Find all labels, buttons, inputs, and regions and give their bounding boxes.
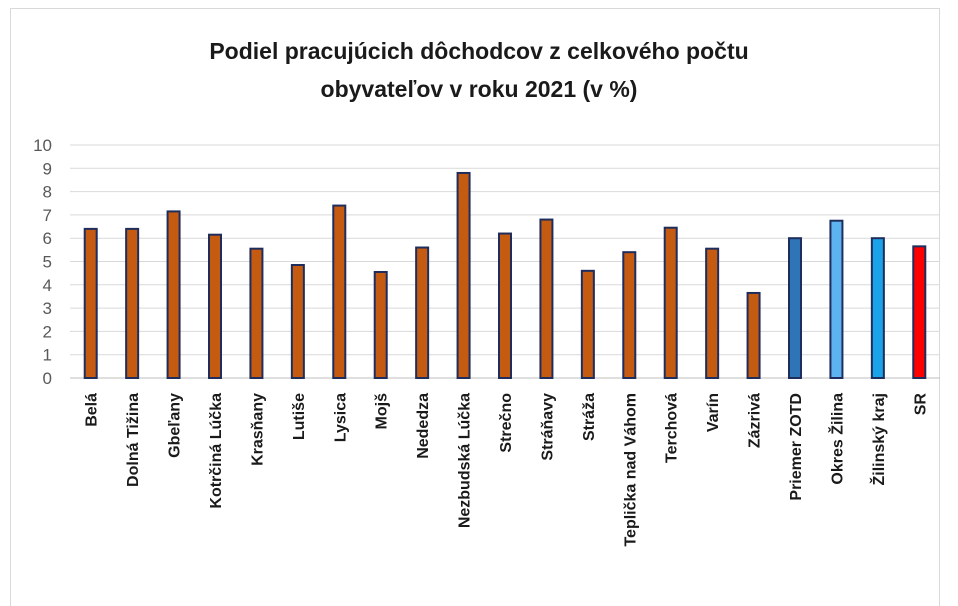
bar (746, 291, 761, 379)
x-tick-label: SR (912, 393, 929, 416)
bar (829, 219, 844, 379)
x-tick-label: Lysica (332, 393, 349, 442)
y-tick-label: 6 (43, 229, 52, 248)
bar (580, 269, 595, 380)
bar (870, 237, 885, 379)
bar (912, 245, 927, 379)
x-tick-label: Varín (705, 393, 722, 432)
x-tick-label: Teplička nad Váhom (622, 393, 639, 547)
x-tick-label: Okres Žilina (827, 393, 846, 485)
x-tick-label: Žilinský kraj (869, 393, 888, 486)
y-tick-label: 3 (43, 299, 52, 318)
x-tick-label: Gbeľany (167, 393, 184, 458)
x-tick-label: Zázrivá (747, 393, 764, 448)
x-tick-label: Krasňany (249, 393, 266, 466)
bar (663, 226, 678, 379)
y-tick-label: 9 (43, 159, 52, 178)
bar (415, 246, 430, 379)
x-tick-label: Terchová (664, 393, 681, 463)
bar (705, 247, 720, 379)
x-tick-label: Dolná Tižina (125, 393, 142, 487)
x-tick-label: Stráňavy (539, 393, 556, 461)
y-tick-label: 5 (43, 253, 52, 272)
chart-title-line-1: Podiel pracujúcich dôchodcov z celkového… (209, 38, 749, 64)
x-tick-label: Belá (84, 393, 101, 427)
chart-area (10, 8, 940, 606)
x-tick-label: Strečno (498, 393, 515, 453)
x-tick-label: Stráža (581, 393, 598, 441)
chart-title: Podiel pracujúcich dôchodcov z celkového… (0, 32, 958, 108)
x-tick-label: Kotrčiná Lúčka (208, 393, 225, 509)
bar (332, 204, 347, 379)
bar (622, 251, 637, 379)
bar (290, 263, 305, 379)
y-tick-label: 2 (43, 322, 52, 341)
bar (83, 227, 98, 379)
chart-title-line-2: obyvateľov v roku 2021 (v %) (320, 76, 638, 102)
bar (208, 233, 222, 379)
y-tick-label: 10 (33, 136, 52, 155)
bar (373, 270, 388, 379)
x-tick-label: Mojš (374, 393, 391, 430)
bar (788, 237, 802, 379)
y-tick-label: 1 (43, 346, 52, 365)
bar (498, 232, 512, 379)
y-tick-label: 4 (43, 276, 52, 295)
bar (125, 227, 140, 379)
y-tick-label: 8 (43, 183, 52, 202)
y-tick-label: 7 (43, 206, 52, 225)
bar (456, 171, 471, 379)
y-tick-label: 0 (43, 369, 52, 388)
bar (166, 210, 181, 379)
x-tick-label: Nezbudská Lúčka (457, 393, 474, 528)
x-tick-label: Priemer ZOTD (788, 393, 805, 501)
bar (249, 247, 264, 379)
x-tick-label: Lutiše (291, 393, 308, 440)
x-tick-label: Nededza (415, 393, 432, 459)
bar (539, 218, 554, 379)
